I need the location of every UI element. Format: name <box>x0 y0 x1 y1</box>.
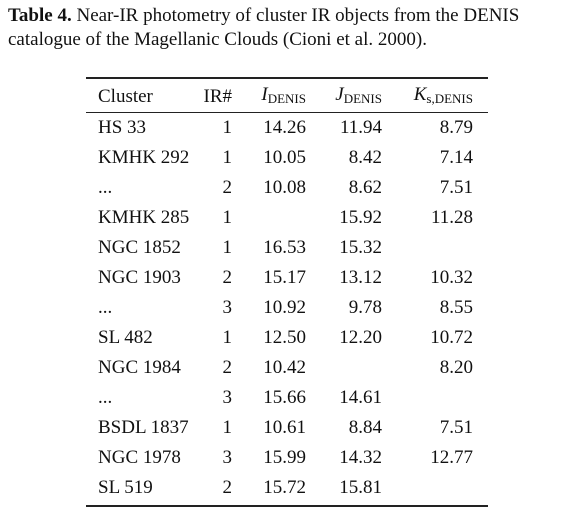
table-cell: 15.92 <box>339 207 382 228</box>
table-cell: 15.99 <box>263 447 306 468</box>
table-cell: 16.53 <box>263 237 306 258</box>
table-cell: 15.66 <box>263 387 306 408</box>
table-cell: 10.32 <box>430 267 473 288</box>
table-cell: 2 <box>222 177 233 198</box>
header-subscript: DENIS <box>267 91 306 106</box>
table-cell: 7.51 <box>439 177 473 198</box>
cluster-name: ... <box>98 387 113 408</box>
caption-label: Table 4. <box>8 5 72 26</box>
header-cell: IDENIS <box>261 84 306 110</box>
cluster-name: KMHK 285 <box>98 207 190 228</box>
top-rule <box>86 77 488 79</box>
table-caption: Table 4. Near-IR photometry of cluster I… <box>8 4 528 52</box>
table-cell: 10.42 <box>263 357 306 378</box>
table-cell: 8.20 <box>439 357 473 378</box>
table-cell: 10.72 <box>430 327 473 348</box>
table-cell: 11.94 <box>339 117 382 138</box>
table-cell: 1 <box>222 327 233 348</box>
cluster-name: ... <box>98 297 113 318</box>
header-cell: IR# <box>203 86 233 107</box>
bottom-rule <box>86 505 488 507</box>
table-cell: 12.50 <box>263 327 306 348</box>
table-cell: 1 <box>222 417 233 438</box>
cluster-name: KMHK 292 <box>98 147 190 168</box>
table-cell: 7.51 <box>439 417 473 438</box>
header-cell: JDENIS <box>335 84 382 110</box>
cluster-name: NGC 1852 <box>98 237 181 258</box>
table-cell: 1 <box>222 237 233 258</box>
table-cell: 10.08 <box>263 177 306 198</box>
table-cell: 1 <box>222 117 233 138</box>
table-cell: 8.55 <box>439 297 473 318</box>
header-cell: Cluster <box>98 86 153 107</box>
table-cell: 11.28 <box>430 207 473 228</box>
table-cell: 15.81 <box>339 477 382 498</box>
table-cell: 10.92 <box>263 297 306 318</box>
table-cell: 15.32 <box>339 237 382 258</box>
table-cell: 2 <box>222 357 233 378</box>
table-cell: 15.17 <box>263 267 306 288</box>
table-cell: 3 <box>222 387 233 408</box>
table-cell: 15.72 <box>263 477 306 498</box>
table-cell: 8.42 <box>348 147 382 168</box>
cluster-name: HS 33 <box>98 117 147 138</box>
cluster-name: SL 482 <box>98 327 153 348</box>
table-cell: 14.61 <box>339 387 382 408</box>
header-subscript: DENIS <box>343 91 382 106</box>
table-cell: 8.79 <box>439 117 473 138</box>
table-cell: 8.84 <box>348 417 382 438</box>
table-cell: 2 <box>222 267 233 288</box>
cluster-name: SL 519 <box>98 477 153 498</box>
cluster-name: NGC 1903 <box>98 267 181 288</box>
table-cell: 10.05 <box>263 147 306 168</box>
table-cell: 1 <box>222 147 233 168</box>
header-cell: Ks,DENIS <box>414 84 473 110</box>
header-symbol: J <box>335 84 344 105</box>
header-symbol: K <box>413 84 427 105</box>
header-subscript: s,DENIS <box>426 91 473 106</box>
header-symbol: I <box>261 84 268 105</box>
table-cell: 10.61 <box>263 417 306 438</box>
cluster-name: BSDL 1837 <box>98 417 189 438</box>
table-cell: 12.77 <box>430 447 473 468</box>
table-cell: 2 <box>222 477 233 498</box>
header-rule <box>86 112 488 113</box>
table-cell: 8.62 <box>348 177 382 198</box>
table-cell: 1 <box>222 207 233 228</box>
table-cell: 12.20 <box>339 327 382 348</box>
table-cell: 9.78 <box>348 297 382 318</box>
cluster-name: NGC 1978 <box>98 447 181 468</box>
table-cell: 14.32 <box>339 447 382 468</box>
table-cell: 14.26 <box>263 117 306 138</box>
table-cell: 3 <box>222 297 233 318</box>
caption-text: Near-IR photometry of cluster IR objects… <box>8 5 520 50</box>
cluster-name: ... <box>98 177 113 198</box>
table-cell: 13.12 <box>339 267 382 288</box>
table-cell: 3 <box>222 447 233 468</box>
cluster-name: NGC 1984 <box>98 357 181 378</box>
table-cell: 7.14 <box>439 147 473 168</box>
